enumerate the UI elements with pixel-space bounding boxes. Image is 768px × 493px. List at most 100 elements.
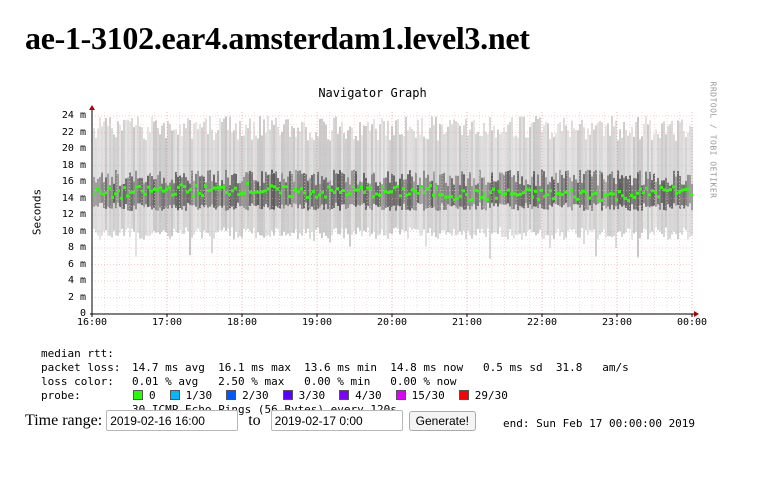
smoke-stroke: [93, 128, 95, 229]
smoke-stroke: [593, 129, 595, 230]
median-rtt-point: [603, 193, 606, 197]
smoke-stroke: [141, 127, 143, 239]
smoke-stroke: [233, 130, 235, 240]
smoke-stroke: [327, 139, 329, 239]
median-rtt-point: [237, 192, 240, 196]
median-rtt-point: [429, 184, 432, 188]
median-rtt-point: [399, 194, 402, 198]
smoke-core: [523, 185, 525, 209]
median-rtt-point: [384, 190, 387, 194]
latency-graph: [89, 105, 699, 317]
smoke-stroke: [125, 120, 127, 231]
smoke-stroke: [99, 117, 101, 240]
smoke-core: [661, 180, 663, 203]
smoke-stroke: [557, 124, 559, 229]
smoke-core: [273, 173, 275, 210]
smoke-stroke: [671, 120, 673, 235]
smoke-core: [189, 183, 191, 205]
median-rtt-point: [381, 185, 384, 189]
smoke-core: [497, 180, 499, 207]
smoke-core: [419, 177, 421, 205]
smoke-core: [261, 171, 263, 210]
smoke-core: [167, 185, 169, 209]
smoke-core: [615, 184, 617, 207]
x-tick-label: 00:00: [676, 317, 708, 328]
median-rtt-point: [462, 189, 465, 193]
end-time-input[interactable]: [270, 410, 403, 431]
smoke-stroke: [119, 124, 121, 233]
smoke-core: [369, 183, 371, 209]
median-rtt-point: [498, 190, 501, 194]
smoke-core: [343, 173, 345, 205]
smoke-stroke: [241, 136, 243, 238]
smoke-stroke: [469, 129, 471, 236]
median-rtt-point: [231, 189, 234, 193]
smoke-stroke: [305, 126, 307, 234]
smoke-core: [585, 171, 587, 210]
loss-color-swatch: [282, 390, 293, 400]
smoke-stroke: [383, 121, 385, 236]
smoke-core: [305, 174, 307, 203]
smoke-core: [109, 185, 111, 209]
median-rtt-point: [630, 193, 633, 197]
median-rtt-row: median rtt: 14.7 ms avg 16.1 ms max 13.6…: [41, 333, 629, 374]
smoke-stroke: [595, 125, 597, 257]
smoke-core: [441, 173, 443, 204]
smoke-core: [487, 182, 489, 203]
smoke-stroke: [371, 124, 373, 234]
smoke-core: [123, 183, 125, 209]
smoke-core: [567, 170, 569, 208]
smoke-stroke: [615, 120, 617, 248]
generate-button[interactable]: Generate!: [408, 410, 477, 431]
smoke-core: [139, 177, 141, 204]
start-time-input[interactable]: [106, 410, 239, 431]
smoke-core: [495, 181, 497, 204]
median-rtt-point: [327, 185, 330, 189]
smoke-core: [115, 170, 117, 209]
smoke-core: [285, 182, 287, 205]
y-tick-label: 6 m: [67, 258, 86, 270]
median-rtt-point: [228, 192, 231, 196]
smoke-core: [329, 180, 331, 211]
smoke-core: [163, 177, 165, 209]
smoke-stroke: [159, 134, 161, 235]
smoke-core: [559, 170, 561, 207]
smoke-stroke: [499, 134, 501, 228]
median-rtt-point: [483, 192, 486, 196]
smoke-core: [137, 178, 139, 204]
smoke-core: [547, 184, 549, 210]
median-rtt-point: [96, 187, 99, 191]
smoke-stroke: [105, 117, 107, 231]
smoke-stroke: [111, 128, 113, 238]
smoke-core: [117, 174, 119, 203]
smoke-stroke: [599, 120, 601, 235]
y-tick-label: 8 m: [67, 242, 86, 253]
median-rtt-point: [249, 190, 252, 194]
smoke-core: [633, 178, 635, 210]
smoke-stroke: [217, 130, 219, 232]
smoke-core: [357, 184, 359, 205]
smoke-core: [651, 180, 653, 207]
median-rtt-point: [411, 188, 414, 192]
smoke-core: [121, 184, 123, 209]
smoke-core: [691, 183, 693, 211]
smoke-stroke: [345, 138, 347, 229]
smoke-core: [465, 185, 467, 210]
smoke-stroke: [523, 116, 525, 233]
median-rtt-point: [651, 189, 654, 193]
smoke-core: [597, 185, 599, 204]
page-title: ae-1-3102.ear4.amsterdam1.level3.net: [25, 20, 530, 56]
smoke-stroke: [107, 125, 109, 236]
median-rtt-point: [465, 192, 468, 196]
smoke-stroke: [677, 120, 679, 240]
median-rtt-point: [624, 196, 627, 200]
median-rtt-point: [210, 188, 213, 192]
smoke-core: [201, 175, 203, 205]
smoke-core: [527, 184, 529, 208]
smoke-core: [443, 172, 445, 210]
median-rtt-point: [117, 189, 120, 193]
median-rtt-point: [657, 195, 660, 199]
smoke-stroke: [657, 134, 659, 231]
smoke-stroke: [547, 123, 549, 236]
smoke-core: [537, 174, 539, 209]
